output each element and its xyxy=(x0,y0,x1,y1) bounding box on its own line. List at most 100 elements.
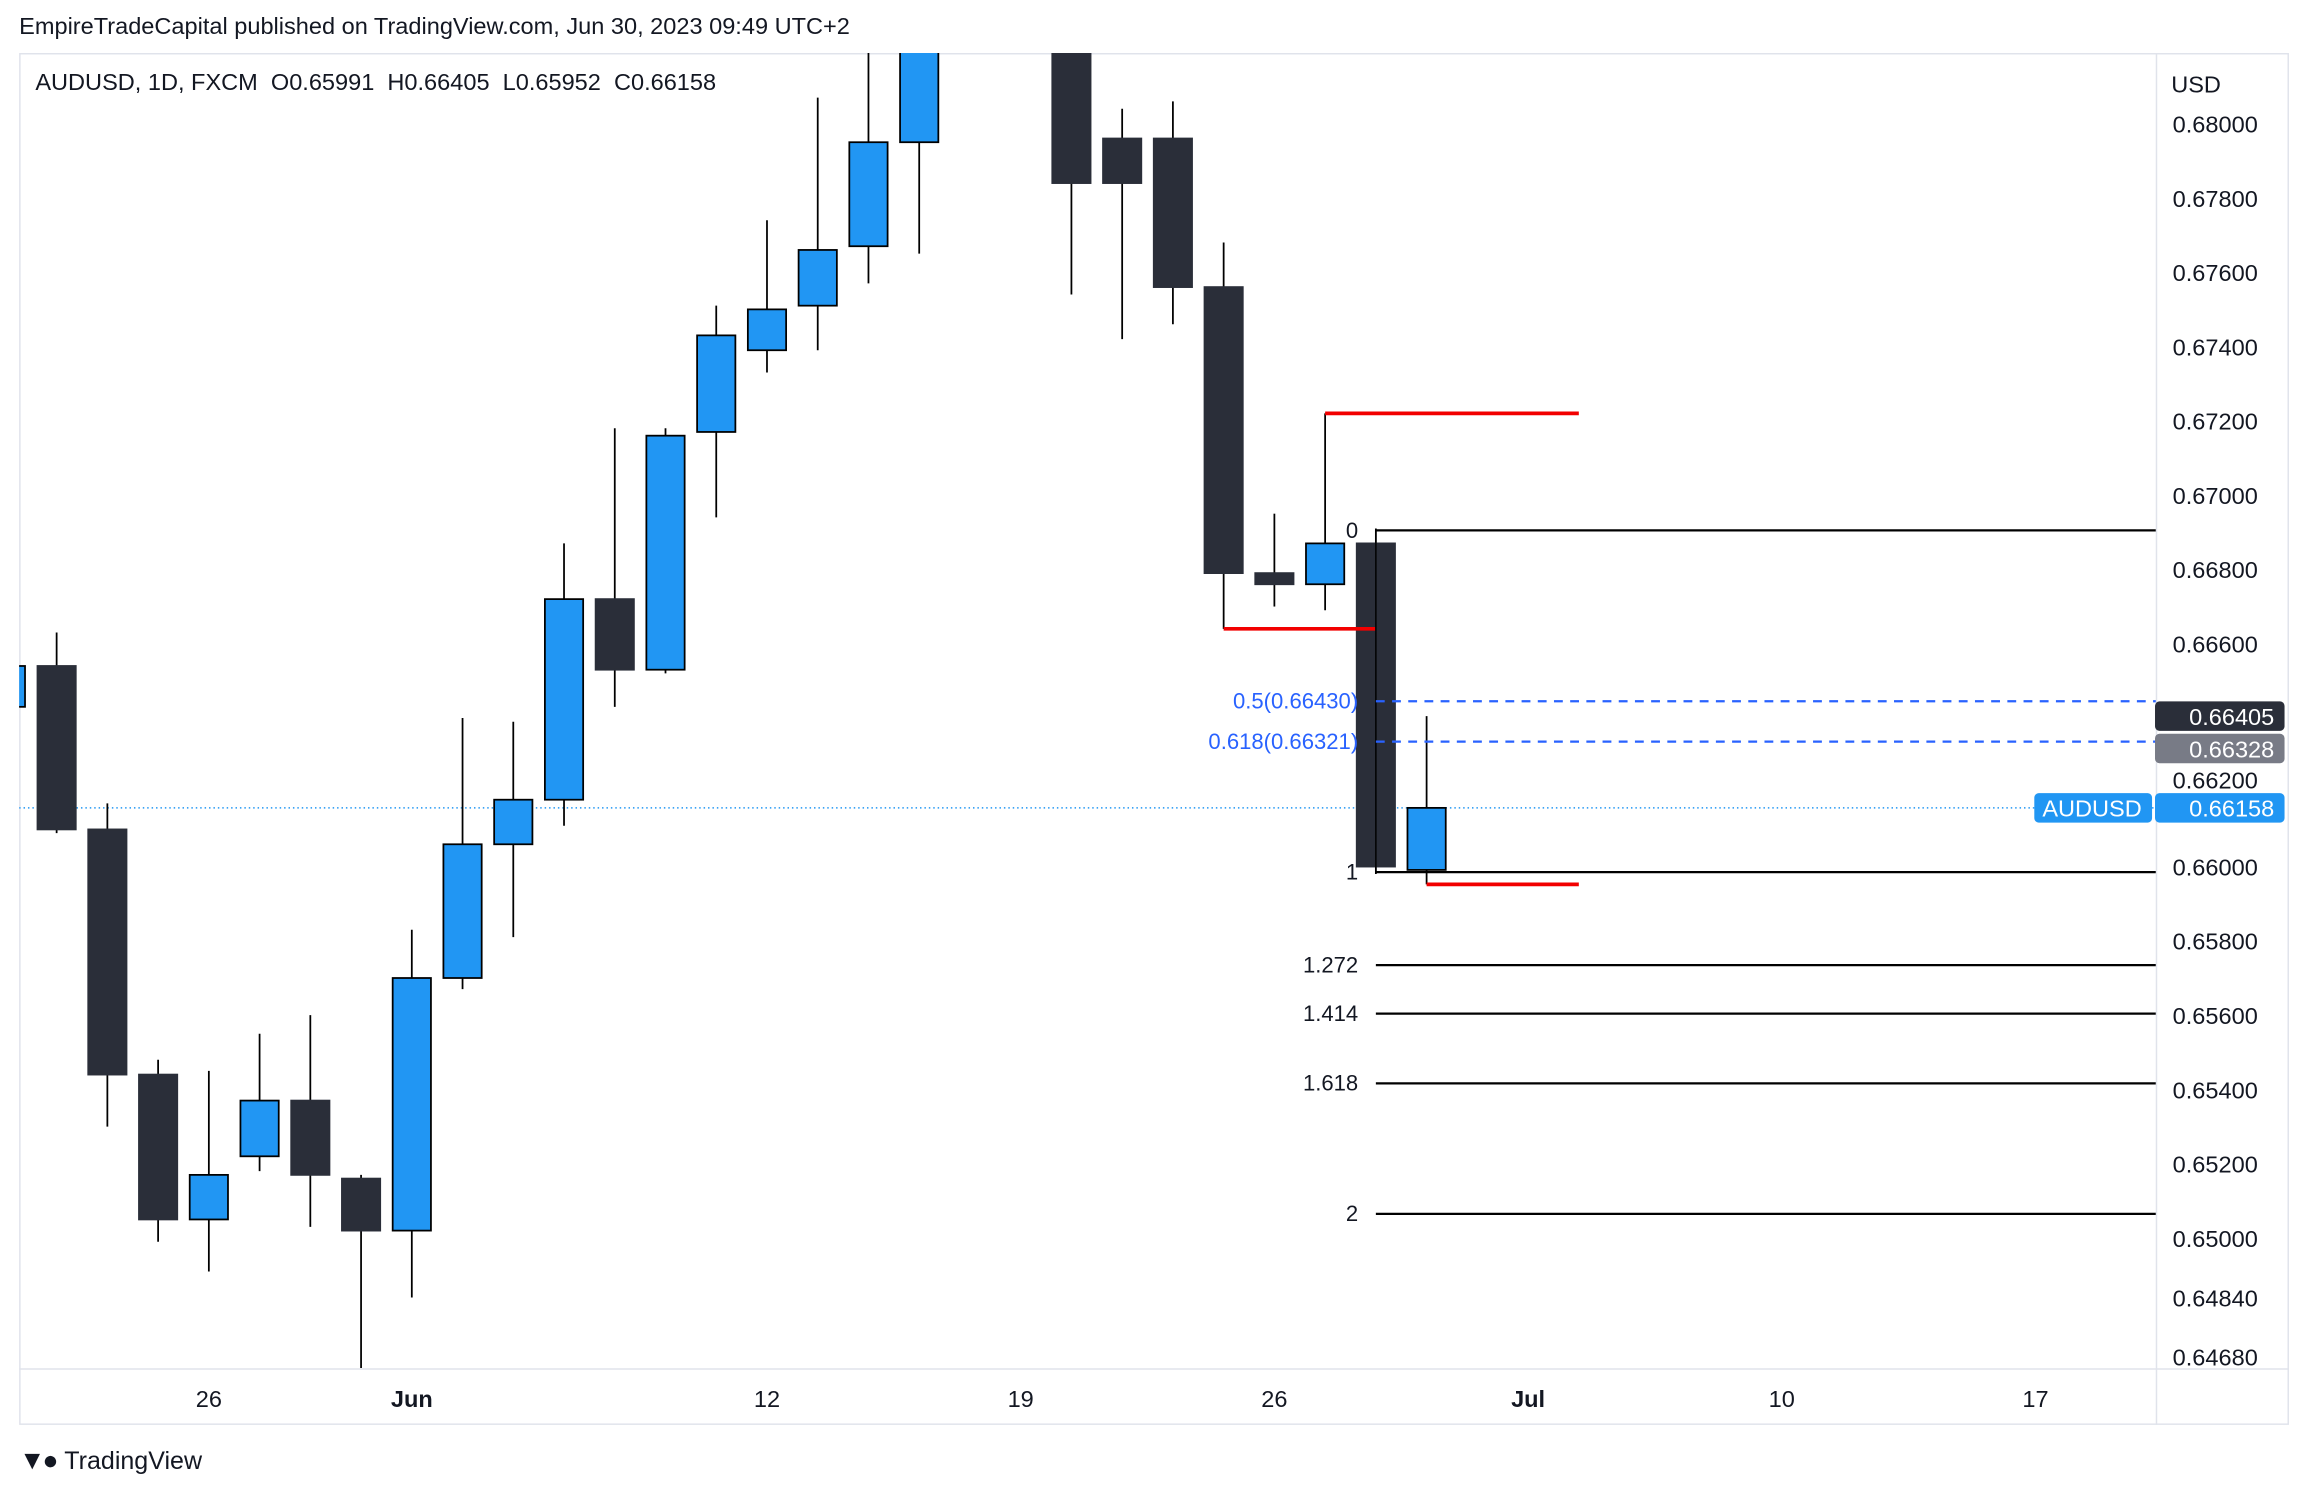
fib-level-label: 1.414 xyxy=(1303,1001,1358,1026)
candle xyxy=(138,1059,179,1242)
candle xyxy=(391,929,432,1298)
candle xyxy=(290,1015,331,1227)
candle xyxy=(1406,716,1447,885)
time-tick-label: 26 xyxy=(196,1386,222,1412)
candle-body xyxy=(19,665,26,708)
candle-body xyxy=(594,598,635,671)
candle xyxy=(1305,413,1346,611)
candle xyxy=(951,0,989,12)
candle-body xyxy=(848,141,889,248)
published-caption: EmpireTradeCapital published on TradingV… xyxy=(19,14,850,40)
ohlc-close: C0.66158 xyxy=(613,70,717,96)
price-tick-label: 0.66200 xyxy=(2173,768,2258,794)
candle xyxy=(797,97,838,351)
candle xyxy=(87,803,128,1127)
price-tick-label: 0.66600 xyxy=(2173,632,2258,658)
candle xyxy=(1102,108,1143,340)
high-price-badge: 0.66405 xyxy=(2189,704,2274,730)
price-tick-label: 0.67200 xyxy=(2173,409,2258,435)
symbol-badge-bg xyxy=(2034,793,2153,823)
tradingview-logo-icon: ▼● xyxy=(19,1445,58,1475)
candle-body xyxy=(1152,137,1193,288)
fib-level-label: 0 xyxy=(1346,518,1358,543)
candle-body xyxy=(746,308,788,352)
candle-body xyxy=(544,598,585,801)
symbol-info: AUDUSD, 1D, FXCM xyxy=(35,70,258,96)
candle-body xyxy=(290,1099,331,1176)
candle-body xyxy=(1203,286,1244,574)
price-tick-label: 0.65600 xyxy=(2173,1003,2258,1029)
footer: ▼● TradingView xyxy=(19,1446,202,1477)
price-tick-label: 0.67400 xyxy=(2173,334,2258,360)
price-tick-label: 0.67000 xyxy=(2173,483,2258,509)
candle xyxy=(544,543,585,826)
currency-label: USD xyxy=(2171,72,2221,98)
fib-level-label: 2 xyxy=(1346,1201,1358,1226)
candle xyxy=(442,717,483,990)
price-tick-label: 0.65800 xyxy=(2173,929,2258,955)
time-tick-label: Jul xyxy=(1511,1386,1545,1412)
fib-level-label: 1.618 xyxy=(1303,1071,1358,1096)
footer-brand: TradingView xyxy=(64,1446,203,1475)
ohlc-low: L0.65952 xyxy=(502,70,601,96)
candle xyxy=(645,428,686,674)
price-tick-label: 0.68000 xyxy=(2173,111,2258,137)
candle-body xyxy=(188,1173,229,1221)
price-tick-label: 0.65400 xyxy=(2173,1077,2258,1103)
price-tick-label: 0.67600 xyxy=(2173,260,2258,286)
candle xyxy=(19,665,26,708)
time-tick-label: 26 xyxy=(1261,1386,1287,1412)
fib-price-badge-bg xyxy=(2155,733,2285,764)
price-pane: 0 0.5(0.66430) 0.618(0.66321) 1 1.272 1.414 1.… xyxy=(19,0,2157,1369)
last-price-badge-bg xyxy=(2155,793,2285,823)
fib-level-label: 1.272 xyxy=(1303,952,1358,977)
candle-body xyxy=(36,665,77,831)
candle-body xyxy=(899,52,940,144)
price-tick-label: 0.64680 xyxy=(2173,1345,2258,1371)
candle-body xyxy=(87,828,128,1076)
candle xyxy=(1051,52,1092,295)
candle xyxy=(341,1174,382,1369)
candle xyxy=(848,52,889,284)
candle xyxy=(594,428,635,707)
fib-price-badge: 0.66328 xyxy=(2189,736,2274,762)
candle xyxy=(188,1070,229,1272)
fib-level-label: 0.618(0.66321) xyxy=(1208,729,1358,754)
chart-frame xyxy=(19,52,2289,1425)
symbol-badge: AUDUSD xyxy=(2042,796,2141,822)
candle-body xyxy=(1305,542,1346,586)
time-tick-label: Jun xyxy=(391,1386,433,1412)
price-tick-label: 0.64840 xyxy=(2173,1285,2258,1311)
time-tick-label: 19 xyxy=(1008,1386,1034,1412)
last-price-badge: 0.66158 xyxy=(2189,796,2274,822)
ohlc-open: O0.65991 xyxy=(270,70,375,96)
candle-body xyxy=(797,249,838,307)
candle-body xyxy=(1051,52,1092,184)
candle-body xyxy=(696,334,737,433)
candle xyxy=(239,1033,280,1172)
time-tick-label: 17 xyxy=(2022,1386,2048,1412)
candle xyxy=(1254,513,1295,607)
candle xyxy=(36,632,77,834)
candle xyxy=(899,52,940,254)
price-axis: USD 0.68000 0.67800 0.67600 0.67400 0.67200 0.… xyxy=(2171,72,2258,1371)
price-tick-label: 0.66000 xyxy=(2173,854,2258,880)
high-price-badge-bg xyxy=(2155,701,2285,731)
candle-body xyxy=(391,977,432,1232)
symbol-legend[interactable]: AUDUSD, 1D, FXCM O0.65991 H0.66405 L0.65… xyxy=(35,70,717,98)
candle xyxy=(746,220,788,373)
candle-body xyxy=(341,1177,382,1232)
time-tick-label: 12 xyxy=(754,1386,780,1412)
candle xyxy=(493,721,534,938)
price-tick-label: 0.66800 xyxy=(2173,557,2258,583)
candle-body xyxy=(239,1099,280,1158)
price-tick-label: 0.65000 xyxy=(2173,1226,2258,1252)
price-tick-label: 0.65200 xyxy=(2173,1152,2258,1178)
candle-body xyxy=(493,798,534,846)
candle xyxy=(1203,242,1244,629)
candle-body xyxy=(1254,572,1295,586)
fib-level-label: 0.5(0.66430) xyxy=(1233,689,1358,714)
ohlc-high: H0.66405 xyxy=(387,70,490,96)
